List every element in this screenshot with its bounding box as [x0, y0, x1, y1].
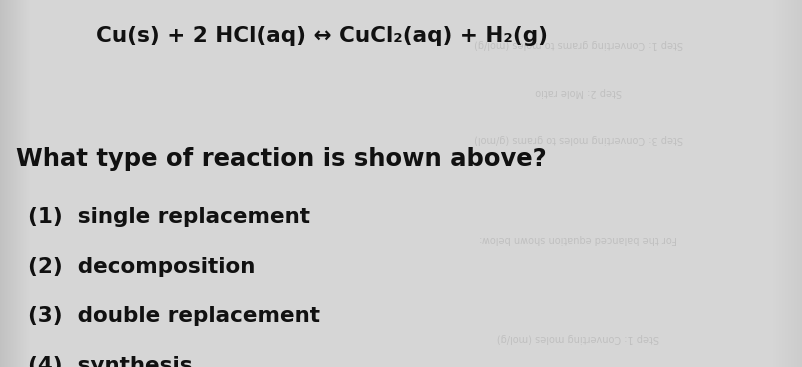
- Text: (1)  single replacement: (1) single replacement: [28, 207, 310, 227]
- Text: (2)  decomposition: (2) decomposition: [28, 257, 255, 277]
- Text: Step 2: Mole ratio: Step 2: Mole ratio: [534, 87, 621, 97]
- Text: (4)  synthesis: (4) synthesis: [28, 356, 192, 367]
- Text: Step 1: Converting grams to moles (mol/g): Step 1: Converting grams to moles (mol/g…: [473, 39, 682, 49]
- Text: (3)  double replacement: (3) double replacement: [28, 306, 320, 326]
- Text: Cu(s) + 2 HCl(aq) ↔ CuCl₂(aq) + H₂(g): Cu(s) + 2 HCl(aq) ↔ CuCl₂(aq) + H₂(g): [96, 26, 548, 46]
- Text: For the balanced equation shown below:: For the balanced equation shown below:: [479, 233, 676, 244]
- Text: What type of reaction is shown above?: What type of reaction is shown above?: [16, 147, 546, 171]
- Text: Step 1: Converting moles (mol/g): Step 1: Converting moles (mol/g): [496, 333, 658, 343]
- Text: Step 3: Converting moles to grams (g/mol): Step 3: Converting moles to grams (g/mol…: [473, 134, 682, 145]
